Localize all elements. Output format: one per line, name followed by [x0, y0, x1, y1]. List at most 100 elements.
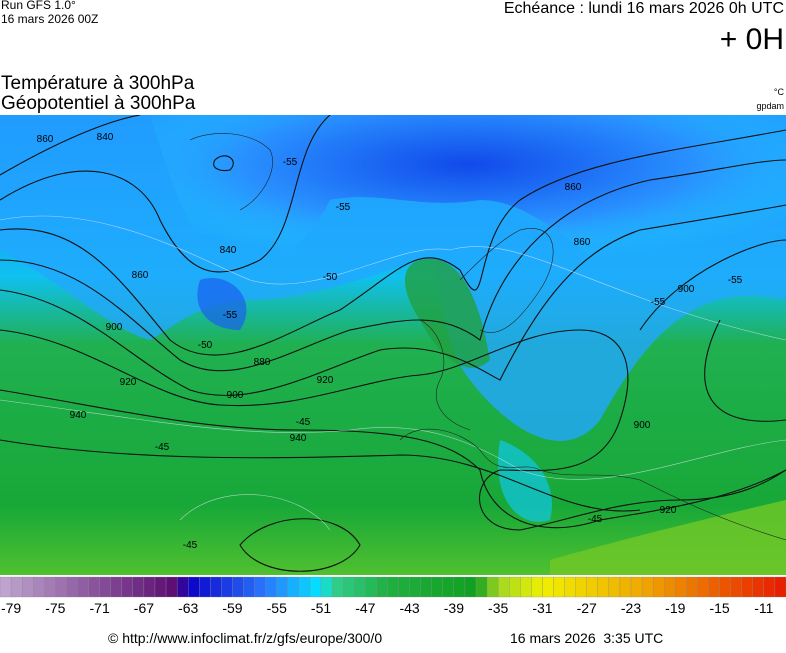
- contour-label: 900: [634, 420, 651, 431]
- colorbar-tick-label: -51: [311, 600, 331, 616]
- run-date: 16 mars 2026 00Z: [1, 12, 98, 26]
- footer-url: © http://www.infoclimat.fr/z/gfs/europe/…: [108, 630, 382, 646]
- colorbar-swatch: [719, 576, 731, 598]
- colorbar-tick-label: -63: [178, 600, 198, 616]
- contour-label: -45: [588, 514, 603, 525]
- colorbar-swatch: [675, 576, 687, 598]
- unit-temp: °C: [774, 87, 785, 97]
- colorbar: -79 -75 -71 -67 -63 -59 -55 -51 -47 -43 -39 -35 -31 -…: [0, 576, 786, 616]
- contour-labels: 860 840 840 860 880 900 920 940 940 920 900 860 860 9…: [37, 132, 743, 551]
- colorbar-swatch: [708, 576, 720, 598]
- colorbar-swatch: [653, 576, 665, 598]
- colorbar-swatch: [33, 576, 45, 598]
- colorbar-swatch: [254, 576, 266, 598]
- colorbar-tick-label: -67: [134, 600, 154, 616]
- contour-label: 860: [574, 237, 591, 248]
- colorbar-swatch: [398, 576, 410, 598]
- contour-label: 880: [254, 357, 271, 368]
- colorbar-swatch: [420, 576, 432, 598]
- colorbar-swatch: [730, 576, 742, 598]
- colorbar-tick-label: -47: [355, 600, 375, 616]
- colorbar-swatch: [199, 576, 211, 598]
- contour-label: 940: [290, 433, 307, 444]
- colorbar-swatch: [298, 576, 311, 598]
- contour-label: 920: [120, 377, 137, 388]
- colorbar-swatch: [0, 576, 12, 598]
- colorbar-swatch: [143, 576, 156, 598]
- contour-label: 900: [678, 284, 695, 295]
- colorbar-swatch: [221, 576, 233, 598]
- colorbar-swatch: [575, 576, 587, 598]
- colorbar-swatch: [365, 576, 377, 598]
- colorbar-swatch: [210, 576, 222, 598]
- offset: + 0H: [720, 23, 784, 56]
- colorbar-swatch: [531, 576, 543, 598]
- colorbar-swatch: [276, 576, 288, 598]
- colorbar-swatch: [641, 576, 654, 598]
- colorbar-swatch: [121, 576, 133, 598]
- colorbar-swatch: [442, 576, 455, 598]
- colorbar-swatch: [763, 576, 776, 598]
- colorbar-swatch: [498, 576, 510, 598]
- contour-label: -50: [323, 272, 338, 283]
- colorbar-swatch: [597, 576, 610, 598]
- contour-label: 940: [70, 410, 87, 421]
- colorbar-swatch: [243, 576, 255, 598]
- colorbar-swatch: [619, 576, 632, 598]
- contour-label: -45: [183, 540, 198, 551]
- colorbar-tick-label: -59: [222, 600, 242, 616]
- colorbar-tick-label: -11: [754, 600, 773, 616]
- colorbar-swatch: [77, 576, 89, 598]
- contour-label: 900: [106, 322, 123, 333]
- colorbar-swatch: [44, 576, 56, 598]
- colorbar-swatch: [431, 576, 443, 598]
- colorbar-swatch: [774, 576, 786, 598]
- colorbar-tick-label: -35: [488, 600, 508, 616]
- colorbar-swatch: [265, 576, 277, 598]
- colorbar-swatch: [475, 576, 488, 598]
- contour-label: -45: [155, 442, 170, 453]
- colorbar-tick-label: -43: [399, 600, 419, 616]
- colorbar-swatch: [520, 576, 532, 598]
- colorbar-swatch: [553, 576, 565, 598]
- title-temp: Température à 300hPa: [1, 73, 195, 94]
- colorbar-swatch: [486, 576, 499, 598]
- colorbar-swatch: [55, 576, 67, 598]
- colorbar-tick-label: -75: [45, 600, 65, 616]
- colorbar-tick-label: -39: [444, 600, 464, 616]
- footer-time: 16 mars 2026 3:35 UTC: [510, 630, 663, 646]
- echeance: Echéance : lundi 16 mars 2026 0h UTC: [504, 0, 784, 17]
- contours: [0, 115, 786, 572]
- colorbar-swatch: [608, 576, 621, 598]
- colorbar-swatch: [21, 576, 34, 598]
- contour-label: 920: [317, 375, 334, 386]
- colorbar-swatch: [154, 576, 167, 598]
- contour-label: 840: [97, 132, 114, 143]
- contour-label: -55: [728, 275, 743, 286]
- colorbar-swatch: [331, 576, 344, 598]
- contour-label: -55: [283, 157, 298, 168]
- colorbar-swatch: [66, 576, 78, 598]
- colorbar-swatch: [464, 576, 477, 598]
- colorbar-swatch: [586, 576, 598, 598]
- colorbar-tick-label: -55: [267, 600, 287, 616]
- contour-label: 900: [227, 390, 244, 401]
- colorbar-tick-label: -27: [577, 600, 597, 616]
- run: Run GFS 1.0°: [1, 0, 76, 12]
- colorbar-swatch: [88, 576, 100, 598]
- colorbar-swatch: [110, 576, 122, 598]
- colorbar-swatch: [343, 576, 355, 598]
- colorbar-swatch: [10, 576, 23, 598]
- colorbar-swatch: [697, 576, 709, 598]
- map: 860 840 840 860 880 900 920 940 940 920 900 860 860 9…: [0, 115, 786, 575]
- contour-label: 840: [220, 245, 237, 256]
- cold-cutoff: [498, 440, 552, 522]
- colorbar-swatch: [686, 576, 698, 598]
- colorbar-swatch: [509, 576, 521, 598]
- contour-label: -50: [198, 340, 213, 351]
- colorbar-swatch: [176, 576, 189, 598]
- colorbar-swatch: [752, 576, 765, 598]
- colorbar-tick-label: -23: [621, 600, 641, 616]
- colorbar-swatch: [387, 576, 399, 598]
- title-geo: Géopotentiel à 300hPa: [1, 93, 196, 114]
